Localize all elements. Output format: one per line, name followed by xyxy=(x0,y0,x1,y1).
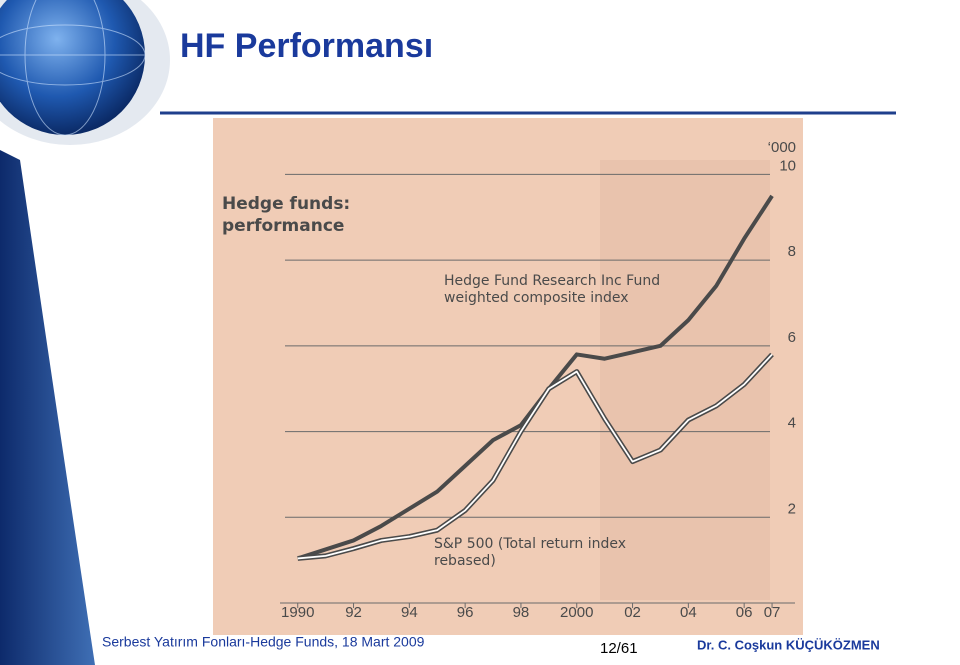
globe xyxy=(0,0,145,135)
x-tick-label: 06 xyxy=(736,604,753,621)
globe-grid xyxy=(0,0,146,136)
series-label: S&P 500 (Total return index rebased) xyxy=(434,536,627,569)
page-number: 12/61 xyxy=(600,640,638,657)
x-tick-label: 96 xyxy=(457,604,474,621)
side-band xyxy=(0,150,95,665)
author: Dr. C. Coşkun KÜÇÜKÖZMEN xyxy=(697,637,880,652)
x-tick-label: 1990 xyxy=(281,604,314,621)
y-tick-label: 4 xyxy=(788,415,796,432)
y-tick-label: 8 xyxy=(788,243,796,260)
x-tick-label: 92 xyxy=(345,604,362,621)
x-tick-label: 2000 xyxy=(560,604,593,621)
y-tick-label: 2 xyxy=(788,500,796,517)
x-tick-label: 04 xyxy=(680,604,697,621)
slide-title: HF Performansı xyxy=(180,27,433,65)
footer-text: Serbest Yatırım Fonları-Hedge Funds, 18 … xyxy=(102,634,425,650)
x-tick-label: 07 xyxy=(764,604,781,621)
y-tick-label: 10 xyxy=(779,157,796,174)
chart-title: Hedge funds: performance xyxy=(222,194,351,236)
y-tick-label: 6 xyxy=(788,329,796,346)
x-tick-label: 02 xyxy=(624,604,641,621)
y-unit: ‘000 xyxy=(768,139,796,156)
chart-shade xyxy=(600,160,770,600)
series-label: Hedge Fund Research Inc Fund weighted co… xyxy=(444,273,661,306)
x-tick-label: 94 xyxy=(401,604,418,621)
x-tick-label: 98 xyxy=(513,604,530,621)
series-line xyxy=(297,353,773,560)
